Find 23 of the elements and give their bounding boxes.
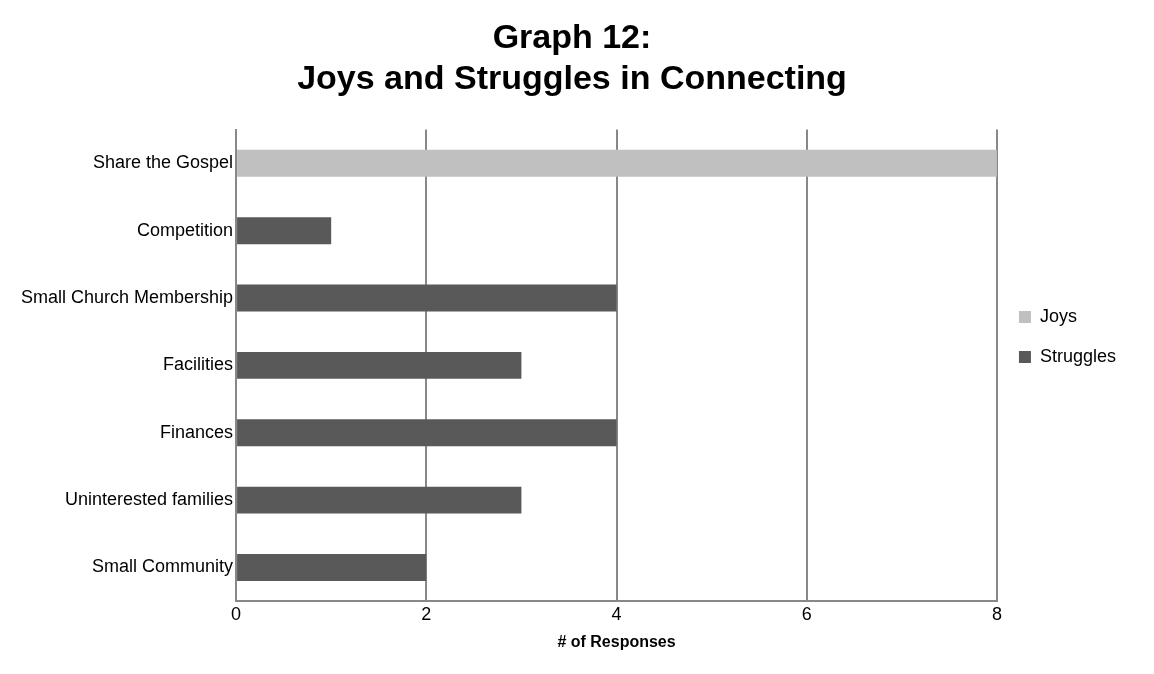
x-axis-title: # of Responses bbox=[557, 632, 676, 650]
legend-label: Joys bbox=[1039, 305, 1077, 326]
x-tick-label: 4 bbox=[611, 603, 622, 624]
y-tick-label: Competition bbox=[137, 219, 234, 240]
x-tick-label: 2 bbox=[421, 603, 432, 624]
x-tick-label: 8 bbox=[991, 603, 1002, 624]
x-tick-label: 6 bbox=[801, 603, 812, 624]
y-tick-label: Small Community bbox=[92, 556, 234, 577]
y-tick-label: Facilities bbox=[163, 354, 234, 375]
chart-title: Graph 12: Joys and Struggles in Connecting bbox=[297, 16, 847, 96]
y-tick-label: Share the Gospel bbox=[92, 152, 234, 173]
y-tick-label: Uninterested families bbox=[64, 489, 234, 510]
y-tick-label: Small Church Membership bbox=[20, 287, 234, 307]
bar bbox=[237, 217, 332, 245]
bar bbox=[237, 351, 522, 379]
bar bbox=[237, 486, 522, 514]
legend-label: Struggles bbox=[1039, 345, 1116, 366]
x-tick-label: 0 bbox=[231, 603, 242, 624]
bar bbox=[237, 554, 427, 581]
bar bbox=[237, 284, 617, 312]
y-tick-label: Finances bbox=[160, 421, 234, 442]
bar bbox=[237, 419, 617, 447]
bar bbox=[237, 149, 997, 177]
